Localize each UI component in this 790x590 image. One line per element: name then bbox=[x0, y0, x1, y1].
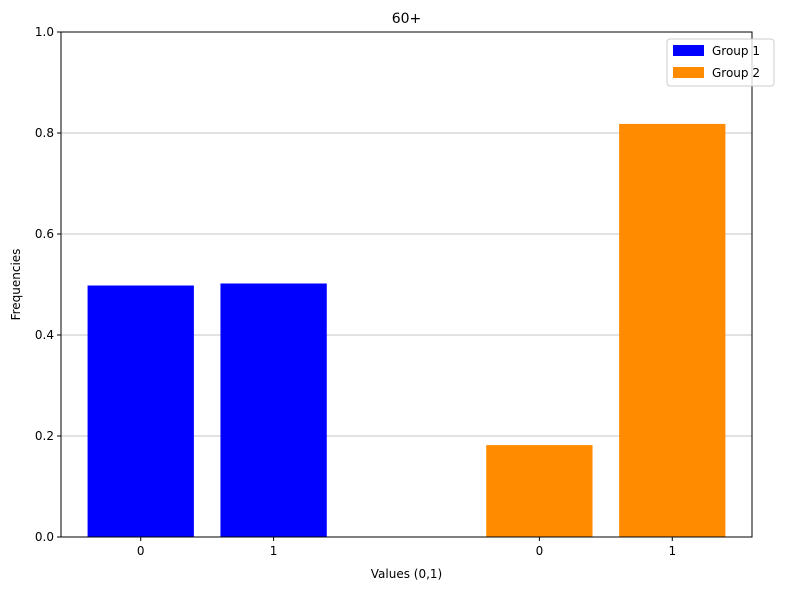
x-tick-label: 1 bbox=[668, 544, 676, 558]
legend-label-group-2: Group 2 bbox=[712, 66, 760, 80]
y-tick-label: 0.8 bbox=[35, 126, 54, 140]
y-tick-label: 0.6 bbox=[35, 227, 54, 241]
bar-group-1-value-1 bbox=[220, 283, 327, 537]
legend-label-group-1: Group 1 bbox=[712, 44, 760, 58]
x-tick-label: 0 bbox=[137, 544, 145, 558]
bars bbox=[87, 123, 726, 537]
bar-group-1-value-0 bbox=[87, 285, 194, 537]
y-axis-label: Frequencies bbox=[9, 249, 23, 321]
plot-frame bbox=[60, 31, 753, 538]
bar-group-2-value-1 bbox=[619, 123, 726, 537]
x-tick-label: 1 bbox=[270, 544, 278, 558]
legend-swatch-group-1 bbox=[673, 45, 704, 56]
chart-title: 60+ bbox=[392, 11, 422, 27]
x-tick-label: 0 bbox=[536, 544, 544, 558]
y-tick-label: 0.4 bbox=[35, 328, 54, 342]
x-axis: 0 1 0 1 bbox=[137, 537, 676, 558]
y-tick-label: 1.0 bbox=[35, 25, 54, 39]
legend-swatch-group-2 bbox=[673, 67, 704, 78]
y-tick-label: 0.0 bbox=[35, 530, 54, 544]
x-axis-label: Values (0,1) bbox=[371, 567, 442, 581]
legend: Group 1 Group 2 bbox=[666, 38, 775, 87]
y-tick-label: 0.2 bbox=[35, 429, 54, 443]
bar-group-2-value-0 bbox=[486, 445, 593, 537]
y-axis: 0.0 0.2 0.4 0.6 0.8 1.0 bbox=[35, 25, 61, 544]
